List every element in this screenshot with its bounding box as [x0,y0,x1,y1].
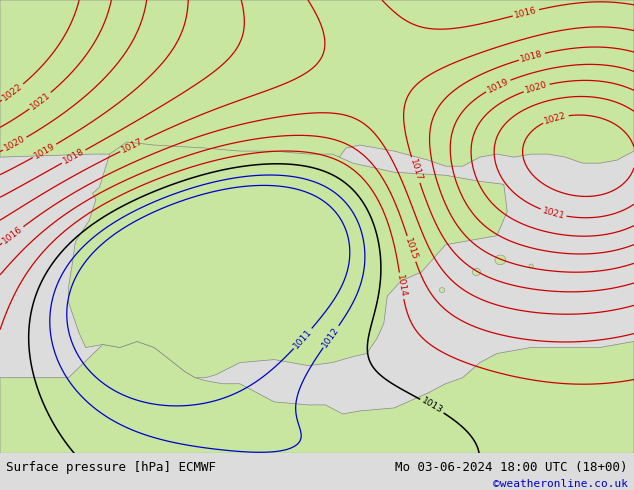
Polygon shape [0,342,634,453]
Circle shape [472,269,481,275]
Text: 1022: 1022 [1,82,25,103]
Text: 1020: 1020 [524,80,548,95]
Text: 1015: 1015 [403,237,419,261]
Text: 1020: 1020 [3,134,27,153]
Text: 1018: 1018 [519,49,544,64]
Text: ©weatheronline.co.uk: ©weatheronline.co.uk [493,480,628,490]
Text: 1021: 1021 [541,206,566,220]
Circle shape [529,264,533,268]
Text: 1016: 1016 [514,6,538,20]
Text: 1022: 1022 [543,111,567,126]
Text: 1014: 1014 [395,274,408,298]
Text: 1018: 1018 [61,147,86,166]
Text: 1017: 1017 [408,158,424,182]
Text: 1012: 1012 [321,325,341,349]
Polygon shape [68,142,507,378]
Text: Mo 03-06-2024 18:00 UTC (18+00): Mo 03-06-2024 18:00 UTC (18+00) [395,461,628,474]
Text: Surface pressure [hPa] ECMWF: Surface pressure [hPa] ECMWF [6,461,216,474]
Text: 1016: 1016 [1,224,25,245]
Circle shape [495,255,506,265]
Circle shape [439,288,445,293]
Text: 1021: 1021 [29,90,52,111]
Polygon shape [0,0,634,166]
Text: 1019: 1019 [32,141,57,161]
Text: 1019: 1019 [486,76,510,95]
Text: 1011: 1011 [292,327,314,350]
Text: 1017: 1017 [120,137,145,155]
Text: 1013: 1013 [420,396,444,416]
